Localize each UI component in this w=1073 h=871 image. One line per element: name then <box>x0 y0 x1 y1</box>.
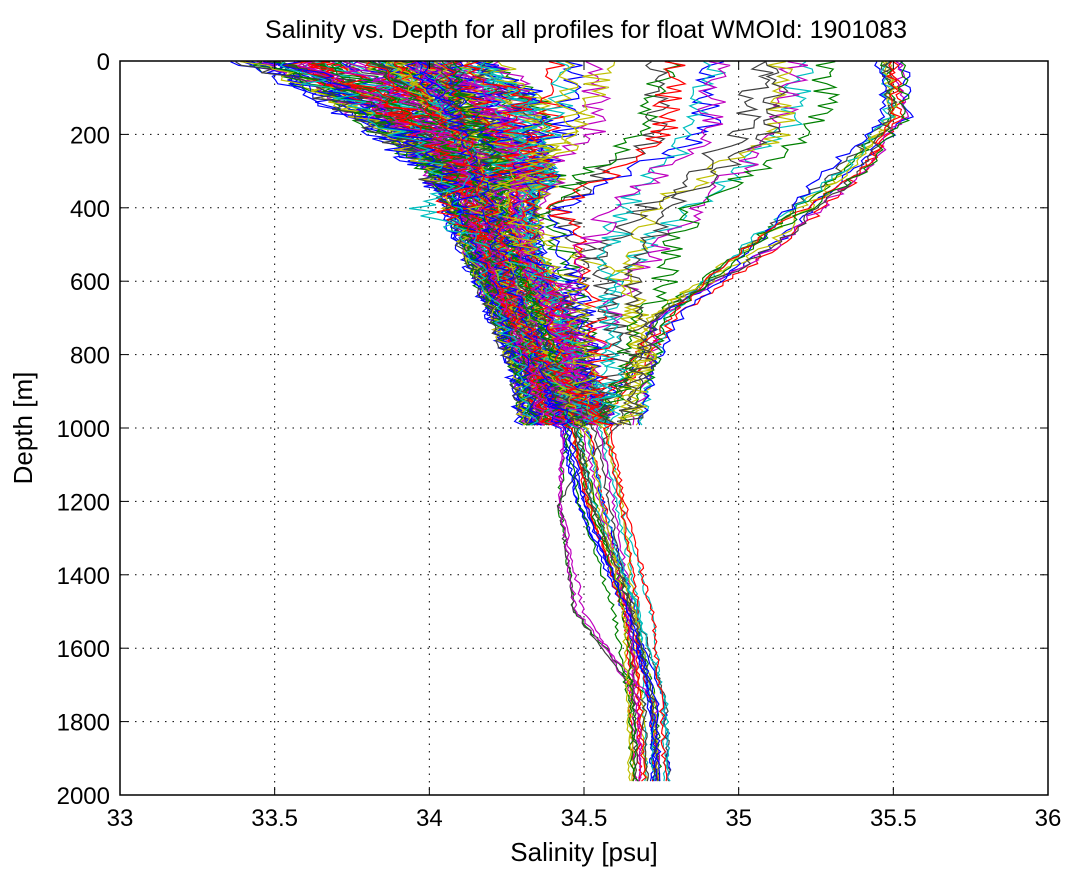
intermediate-surface-profile <box>409 61 585 426</box>
y-tick-label: 1600 <box>57 636 110 663</box>
y-tick-label: 1000 <box>57 416 110 443</box>
fresh-surface-profile <box>304 61 554 426</box>
fresh-surface-profile <box>411 61 587 426</box>
intermediate-surface-profile <box>616 61 789 426</box>
intermediate-surface-profile <box>471 61 612 426</box>
saline-surface-profile <box>635 61 897 426</box>
fresh-surface-profile <box>278 61 544 426</box>
profile-lines <box>230 61 915 782</box>
x-tick-label: 33.5 <box>251 805 298 832</box>
intermediate-surface-profile <box>592 61 726 426</box>
saline-surface-profile <box>629 61 910 426</box>
deep-profile <box>426 61 659 782</box>
x-tick-label: 34.5 <box>561 805 608 832</box>
intermediate-surface-profile <box>450 61 602 426</box>
x-tick-label: 36 <box>1035 805 1062 832</box>
x-tick-label: 33 <box>107 805 134 832</box>
intermediate-surface-profile <box>597 61 841 426</box>
x-tick-label: 34 <box>416 805 443 832</box>
intermediate-surface-profile <box>546 61 725 426</box>
y-axis-label: Depth [m] <box>8 372 38 485</box>
intermediate-surface-profile <box>578 61 814 426</box>
fresh-surface-profile <box>431 61 594 426</box>
y-tick-label: 1200 <box>57 489 110 516</box>
y-tick-label: 400 <box>70 196 110 223</box>
saline-surface-profile <box>634 61 896 426</box>
y-tick-label: 2000 <box>57 783 110 810</box>
x-tick-label: 35 <box>725 805 752 832</box>
intermediate-surface-profile <box>465 61 602 426</box>
y-tick-label: 600 <box>70 269 110 296</box>
intermediate-surface-profile <box>545 61 687 426</box>
saline-surface-profile <box>622 61 911 426</box>
intermediate-surface-profile <box>481 61 658 426</box>
saline-surface-profile <box>595 61 906 426</box>
saline-surface-profile <box>637 61 887 426</box>
y-tick-label: 1800 <box>57 710 110 737</box>
y-tick-label: 800 <box>70 343 110 370</box>
y-tick-label: 1400 <box>57 563 110 590</box>
y-tick-label: 0 <box>97 49 110 76</box>
axis-ticks: 33 33.5 34 34.5 35 35.5 36 0 200 400 600 800 1000 120… <box>57 49 1062 832</box>
deep-profile <box>364 61 668 782</box>
y-tick-label: 200 <box>70 122 110 149</box>
x-axis-label: Salinity [psu] <box>510 837 657 867</box>
deep-profile <box>384 61 632 782</box>
fresh-surface-profile <box>279 61 539 426</box>
x-tick-label: 35.5 <box>870 805 917 832</box>
chart-title: Salinity vs. Depth for all profiles for … <box>265 16 907 44</box>
